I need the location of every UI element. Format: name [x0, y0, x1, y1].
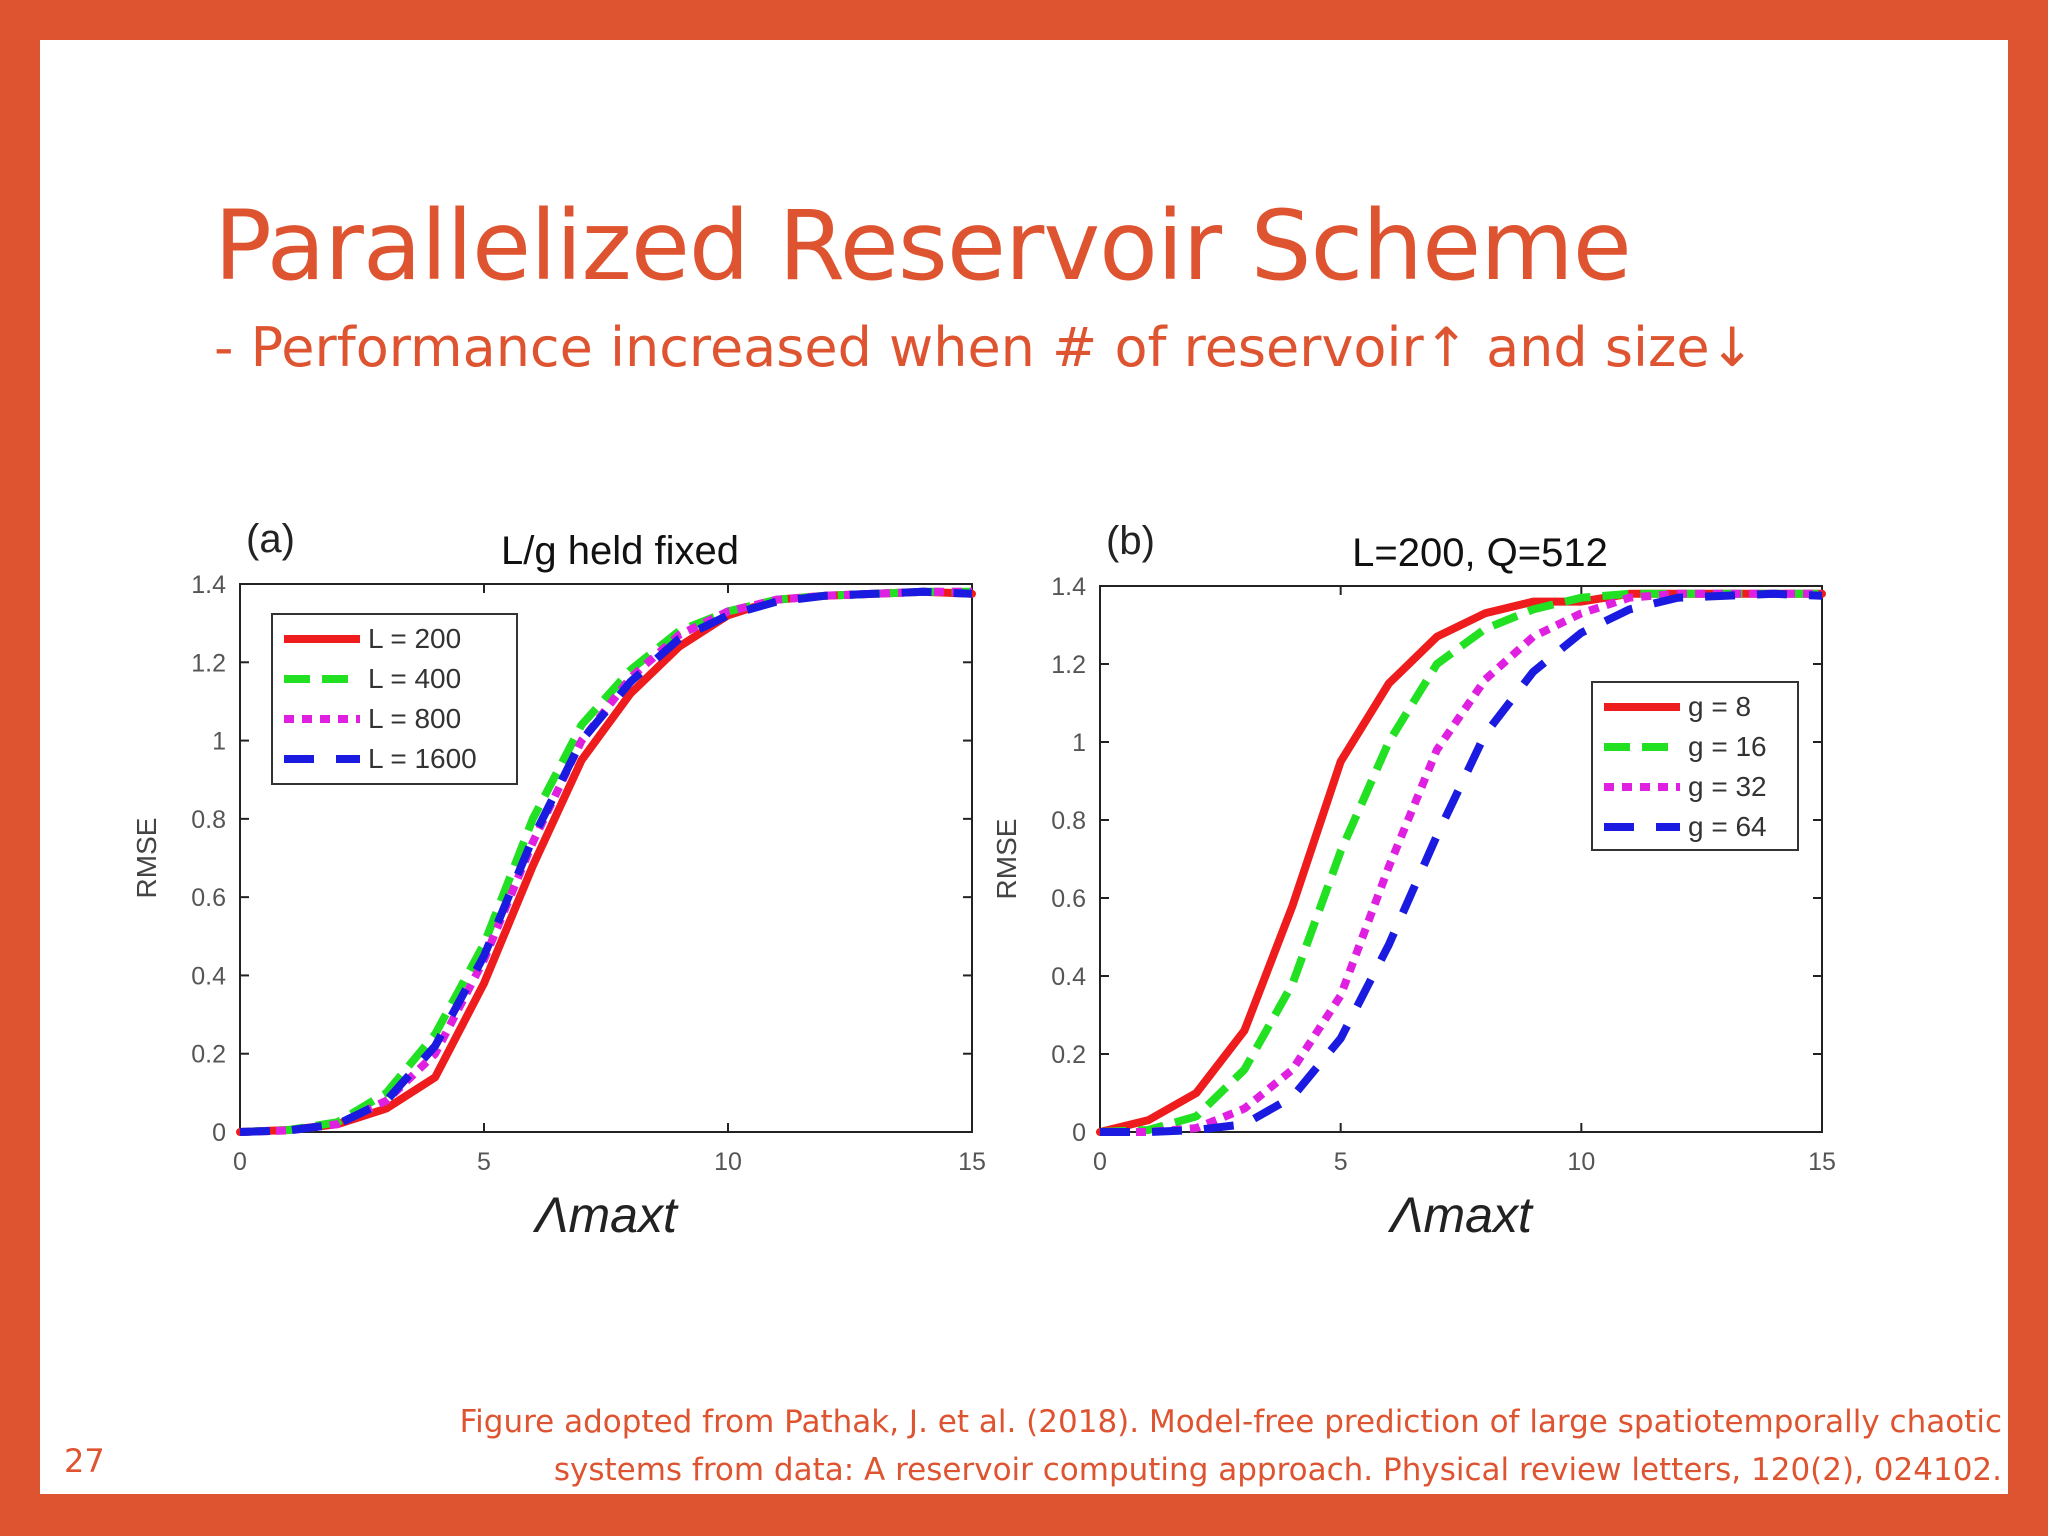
- panel-b-series-line: [1099, 589, 1822, 1136]
- slide-title: Parallelized Reservoir Scheme: [214, 190, 1632, 302]
- panel-a-ylabel: RMSE: [131, 818, 162, 899]
- citation-line-2: systems from data: A reservoir computing…: [553, 1452, 2002, 1488]
- panel-b-ylabel: RMSE: [991, 819, 1022, 900]
- panel-b-label: (b): [1106, 519, 1155, 563]
- panel-a-xtick-label: 5: [477, 1148, 491, 1176]
- panel-a-label: (a): [246, 517, 295, 561]
- panel-b-axes-frame: [1099, 585, 1823, 1133]
- panel-b-series-line: [1100, 589, 1822, 1136]
- panel-b-xtick-label: 15: [1808, 1148, 1836, 1176]
- citation: Figure adopted from Pathak, J. et al. (2…: [460, 1398, 2002, 1494]
- panel-b-ytick-label: 0.8: [1051, 807, 1086, 835]
- panel-a-legend-label: L = 400: [368, 663, 461, 694]
- panel-a-ytick-label: 0.4: [191, 962, 226, 990]
- panel-b-legend-label: g = 16: [1688, 731, 1767, 762]
- panel-a-ytick-label: 1.4: [191, 571, 226, 599]
- panel-b-legend-label: g = 8: [1688, 691, 1751, 722]
- panel-a-ytick-label: 1: [212, 728, 226, 756]
- panel-b-legend-label: g = 64: [1688, 811, 1767, 842]
- panel-b-ytick-label: 0: [1072, 1119, 1086, 1147]
- panel-b-ytick-label: 1.2: [1051, 651, 1086, 679]
- panel-b-title: L=200, Q=512: [1352, 531, 1608, 575]
- panel-a-ytick-label: 1.2: [191, 649, 226, 677]
- panel-a-legend-label: L = 800: [368, 703, 461, 734]
- panel-a-xtick-label: 10: [714, 1148, 742, 1176]
- panel-b-ytick-label: 1.4: [1051, 573, 1086, 601]
- panel-b-ytick-label: 1: [1072, 729, 1086, 757]
- panel-b-xtick-label: 5: [1334, 1148, 1348, 1176]
- panel-a-xtick-label: 0: [233, 1148, 247, 1176]
- slide-subtitle: - Performance increased when # of reserv…: [214, 316, 1755, 379]
- panel-b-xlabel: Λmaxt: [1387, 1187, 1534, 1243]
- panel-b-ytick-label: 0.6: [1051, 885, 1086, 913]
- panel-b-xtick-label: 0: [1093, 1148, 1107, 1176]
- panel-a-xlabel: Λmaxt: [532, 1187, 679, 1243]
- panel-a-axes-frame: [239, 583, 973, 1133]
- panel-a-ytick-label: 0.8: [191, 806, 226, 834]
- page-number: 27: [64, 1442, 105, 1480]
- panel-a-ytick-label: 0: [212, 1119, 226, 1147]
- panel-b-series-line: [1100, 589, 1823, 1136]
- panel-b-xtick-label: 10: [1567, 1148, 1595, 1176]
- panel-a-series-line: [239, 587, 973, 1136]
- panel-a-ytick-label: 0.2: [191, 1041, 226, 1069]
- panel-b-series-line: [1096, 589, 1826, 1136]
- panel-a-legend-label: L = 200: [368, 623, 461, 654]
- panel-b-legend-label: g = 32: [1688, 771, 1767, 802]
- panel-a-title: L/g held fixed: [501, 529, 739, 573]
- citation-line-1: Figure adopted from Pathak, J. et al. (2…: [459, 1404, 2002, 1440]
- panel-a-ytick-label: 0.6: [191, 884, 226, 912]
- panel-b-ytick-label: 0.2: [1051, 1041, 1086, 1069]
- panel-a-xtick-label: 15: [958, 1148, 986, 1176]
- panel-b-ytick-label: 0.4: [1051, 963, 1086, 991]
- panel-a-legend-label: L = 1600: [368, 743, 477, 774]
